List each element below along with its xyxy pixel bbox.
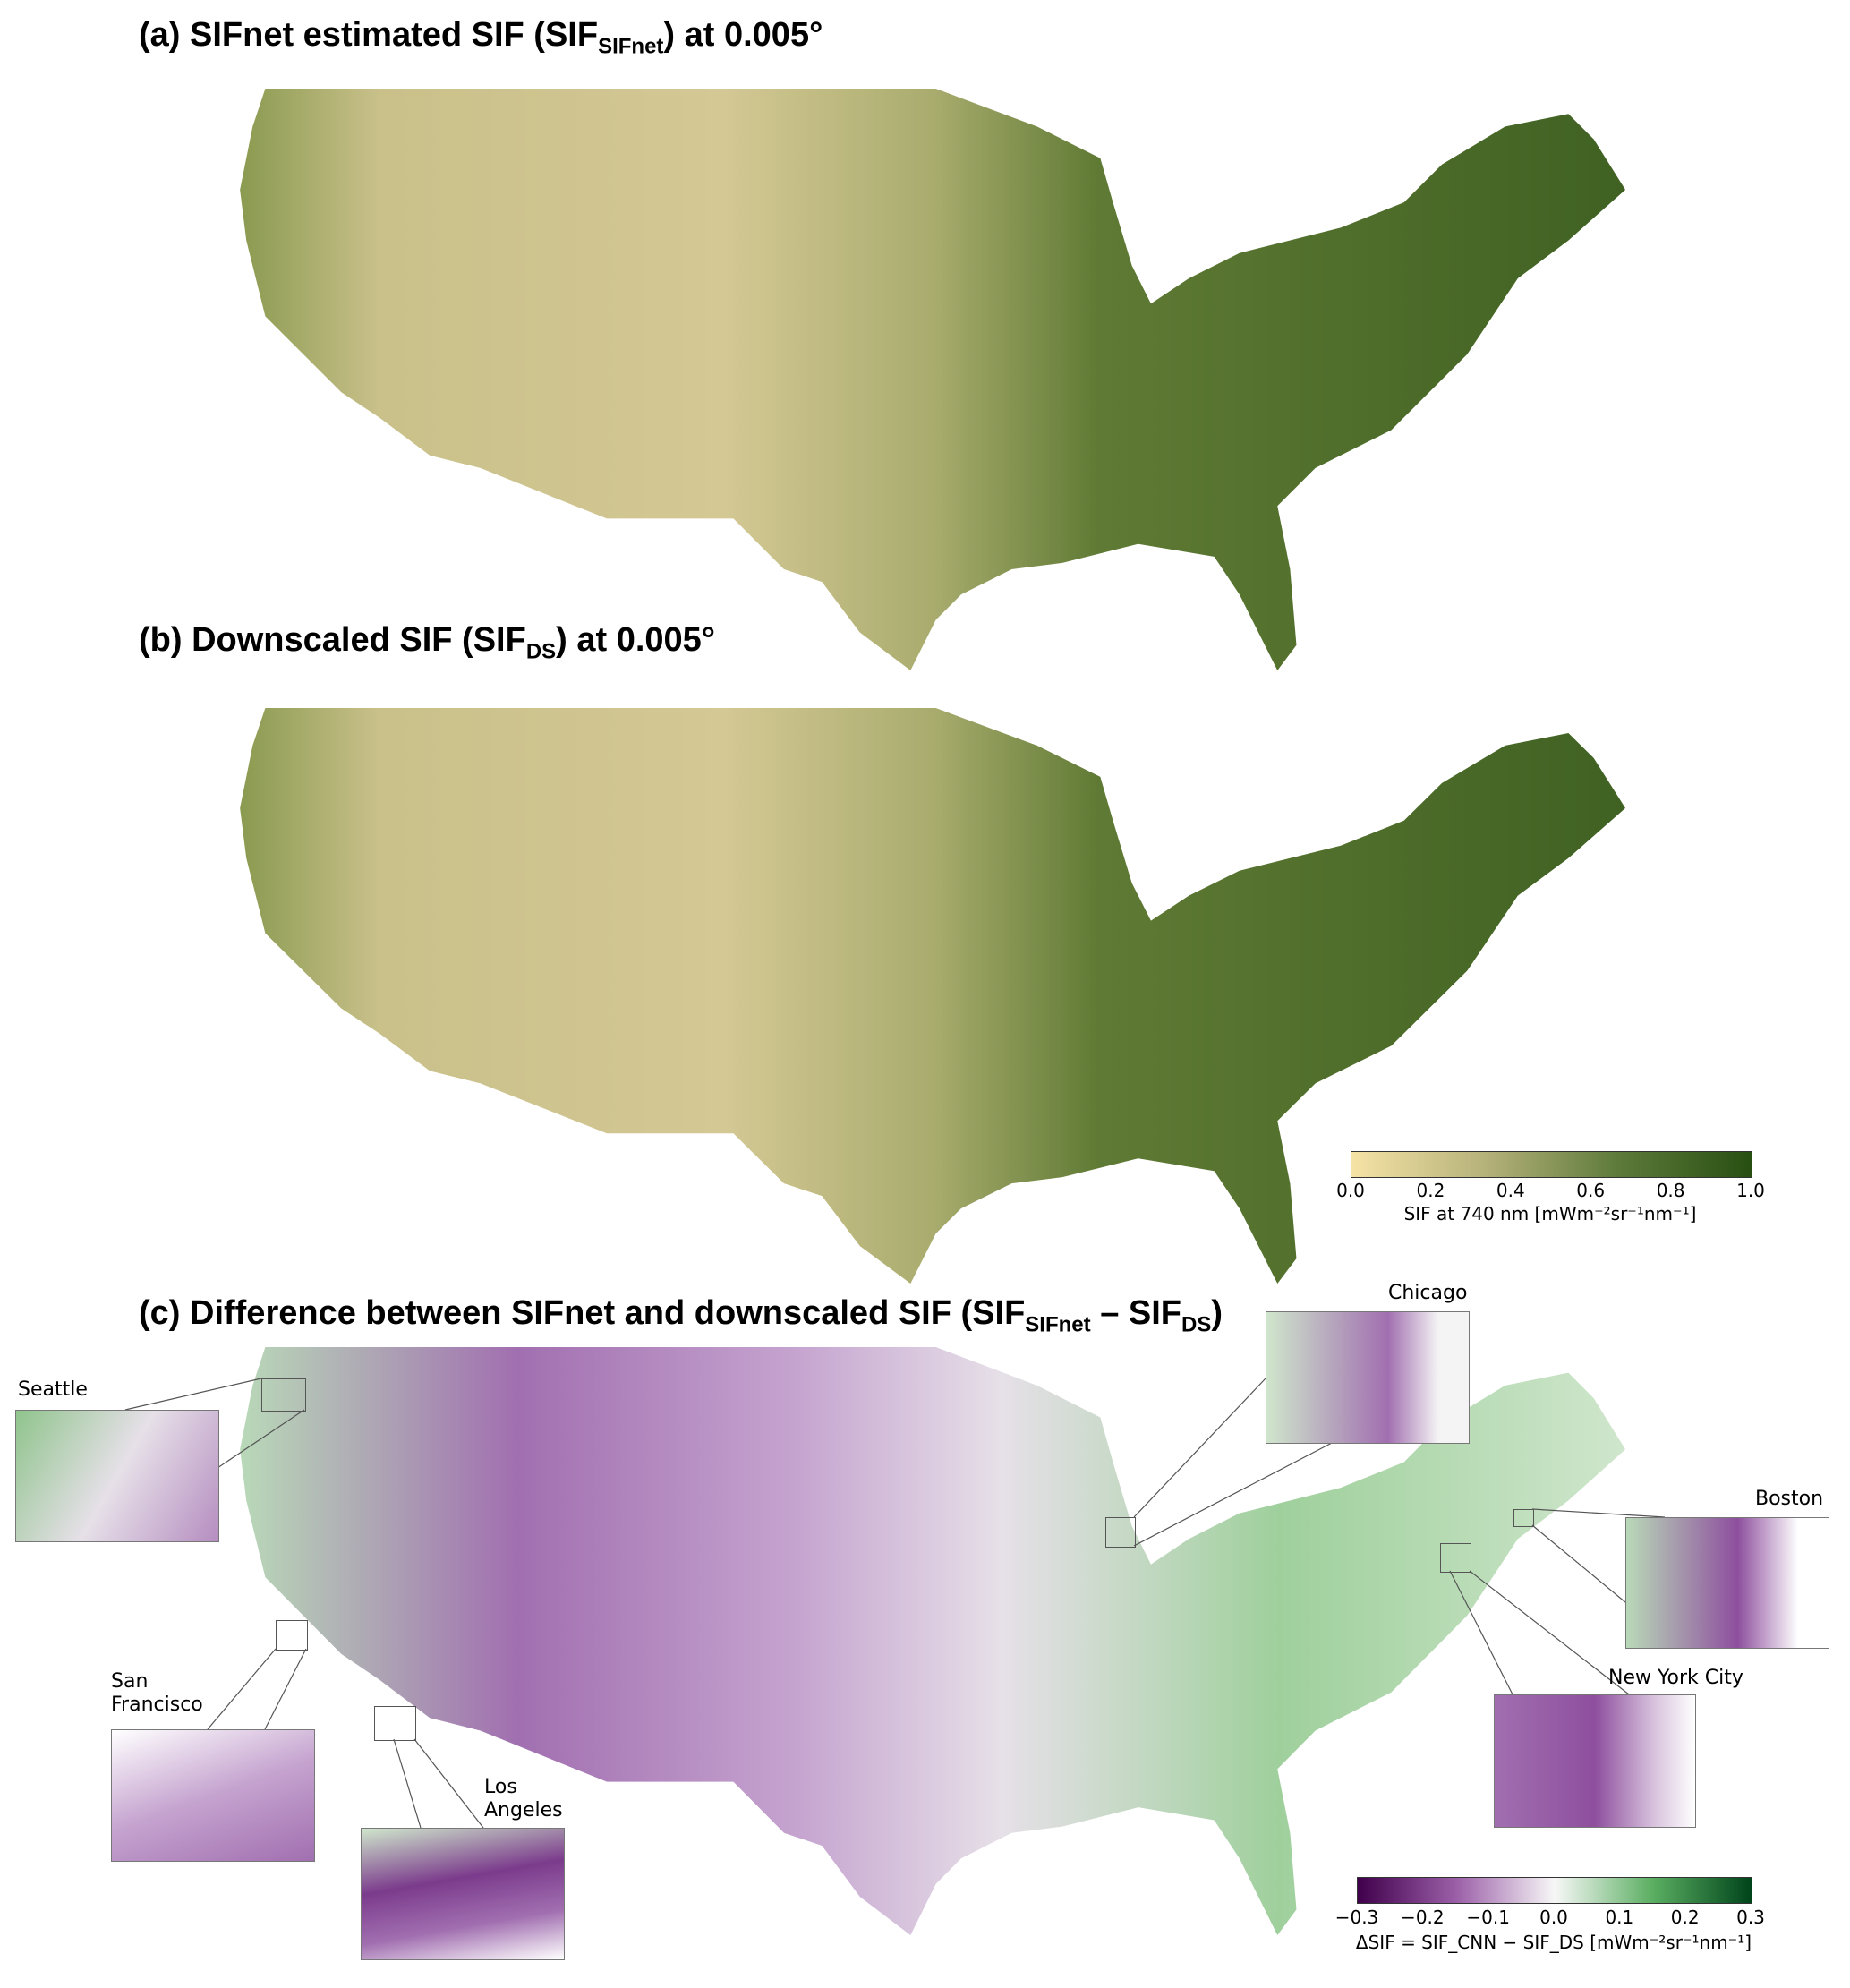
tick: −0.3: [1334, 1907, 1379, 1928]
panel-c-title: (c) Difference between SIFnet and downsc…: [139, 1294, 1223, 1337]
chicago-box: [1105, 1517, 1136, 1548]
la-inset: [361, 1828, 565, 1960]
tick: 0.6: [1576, 1180, 1606, 1201]
tick: 0.4: [1496, 1180, 1525, 1201]
panel-b-title: (b) Downscaled SIF (SIFDS) at 0.005°: [139, 621, 716, 664]
sif-colorbar: [1351, 1151, 1752, 1178]
sf-label: San Francisco: [111, 1670, 203, 1717]
tick: −0.1: [1466, 1907, 1510, 1928]
seattle-label: Seattle: [18, 1378, 88, 1401]
nyc-box: [1440, 1543, 1471, 1573]
seattle-inset: [15, 1410, 219, 1542]
tick: 0.0: [1539, 1907, 1568, 1928]
sf-inset: [111, 1729, 315, 1862]
nyc-inset: [1494, 1694, 1696, 1828]
diff-colorbar-label: ΔSIF = SIF_CNN − SIF_DS [mWm⁻²sr⁻¹nm⁻¹]: [1355, 1932, 1752, 1953]
seattle-box: [261, 1378, 306, 1412]
tick: 0.1: [1605, 1907, 1634, 1928]
tick: 0.3: [1736, 1907, 1765, 1928]
la-label: Los Angeles: [484, 1776, 563, 1822]
panel-a-title: (a) SIFnet estimated SIF (SIFSIFnet) at …: [139, 16, 823, 59]
tick: −0.2: [1401, 1907, 1445, 1928]
sif-colorbar-label: SIF at 740 nm [mWm⁻²sr⁻¹nm⁻¹]: [1403, 1203, 1697, 1224]
tick: 0.0: [1336, 1180, 1365, 1201]
sf-box: [276, 1620, 308, 1651]
boston-label: Boston: [1755, 1488, 1824, 1510]
tick: 1.0: [1736, 1180, 1765, 1201]
tick: 0.2: [1416, 1180, 1445, 1201]
chicago-label: Chicago: [1388, 1282, 1468, 1304]
nyc-label: New York City: [1608, 1667, 1743, 1689]
sifnet-map: [227, 89, 1625, 670]
la-box: [374, 1706, 416, 1741]
diff-colorbar: [1357, 1877, 1752, 1904]
tick: 0.8: [1656, 1180, 1685, 1201]
tick: 0.2: [1670, 1907, 1700, 1928]
boston-box: [1513, 1509, 1534, 1527]
chicago-inset: [1266, 1311, 1470, 1444]
boston-inset: [1625, 1517, 1829, 1649]
